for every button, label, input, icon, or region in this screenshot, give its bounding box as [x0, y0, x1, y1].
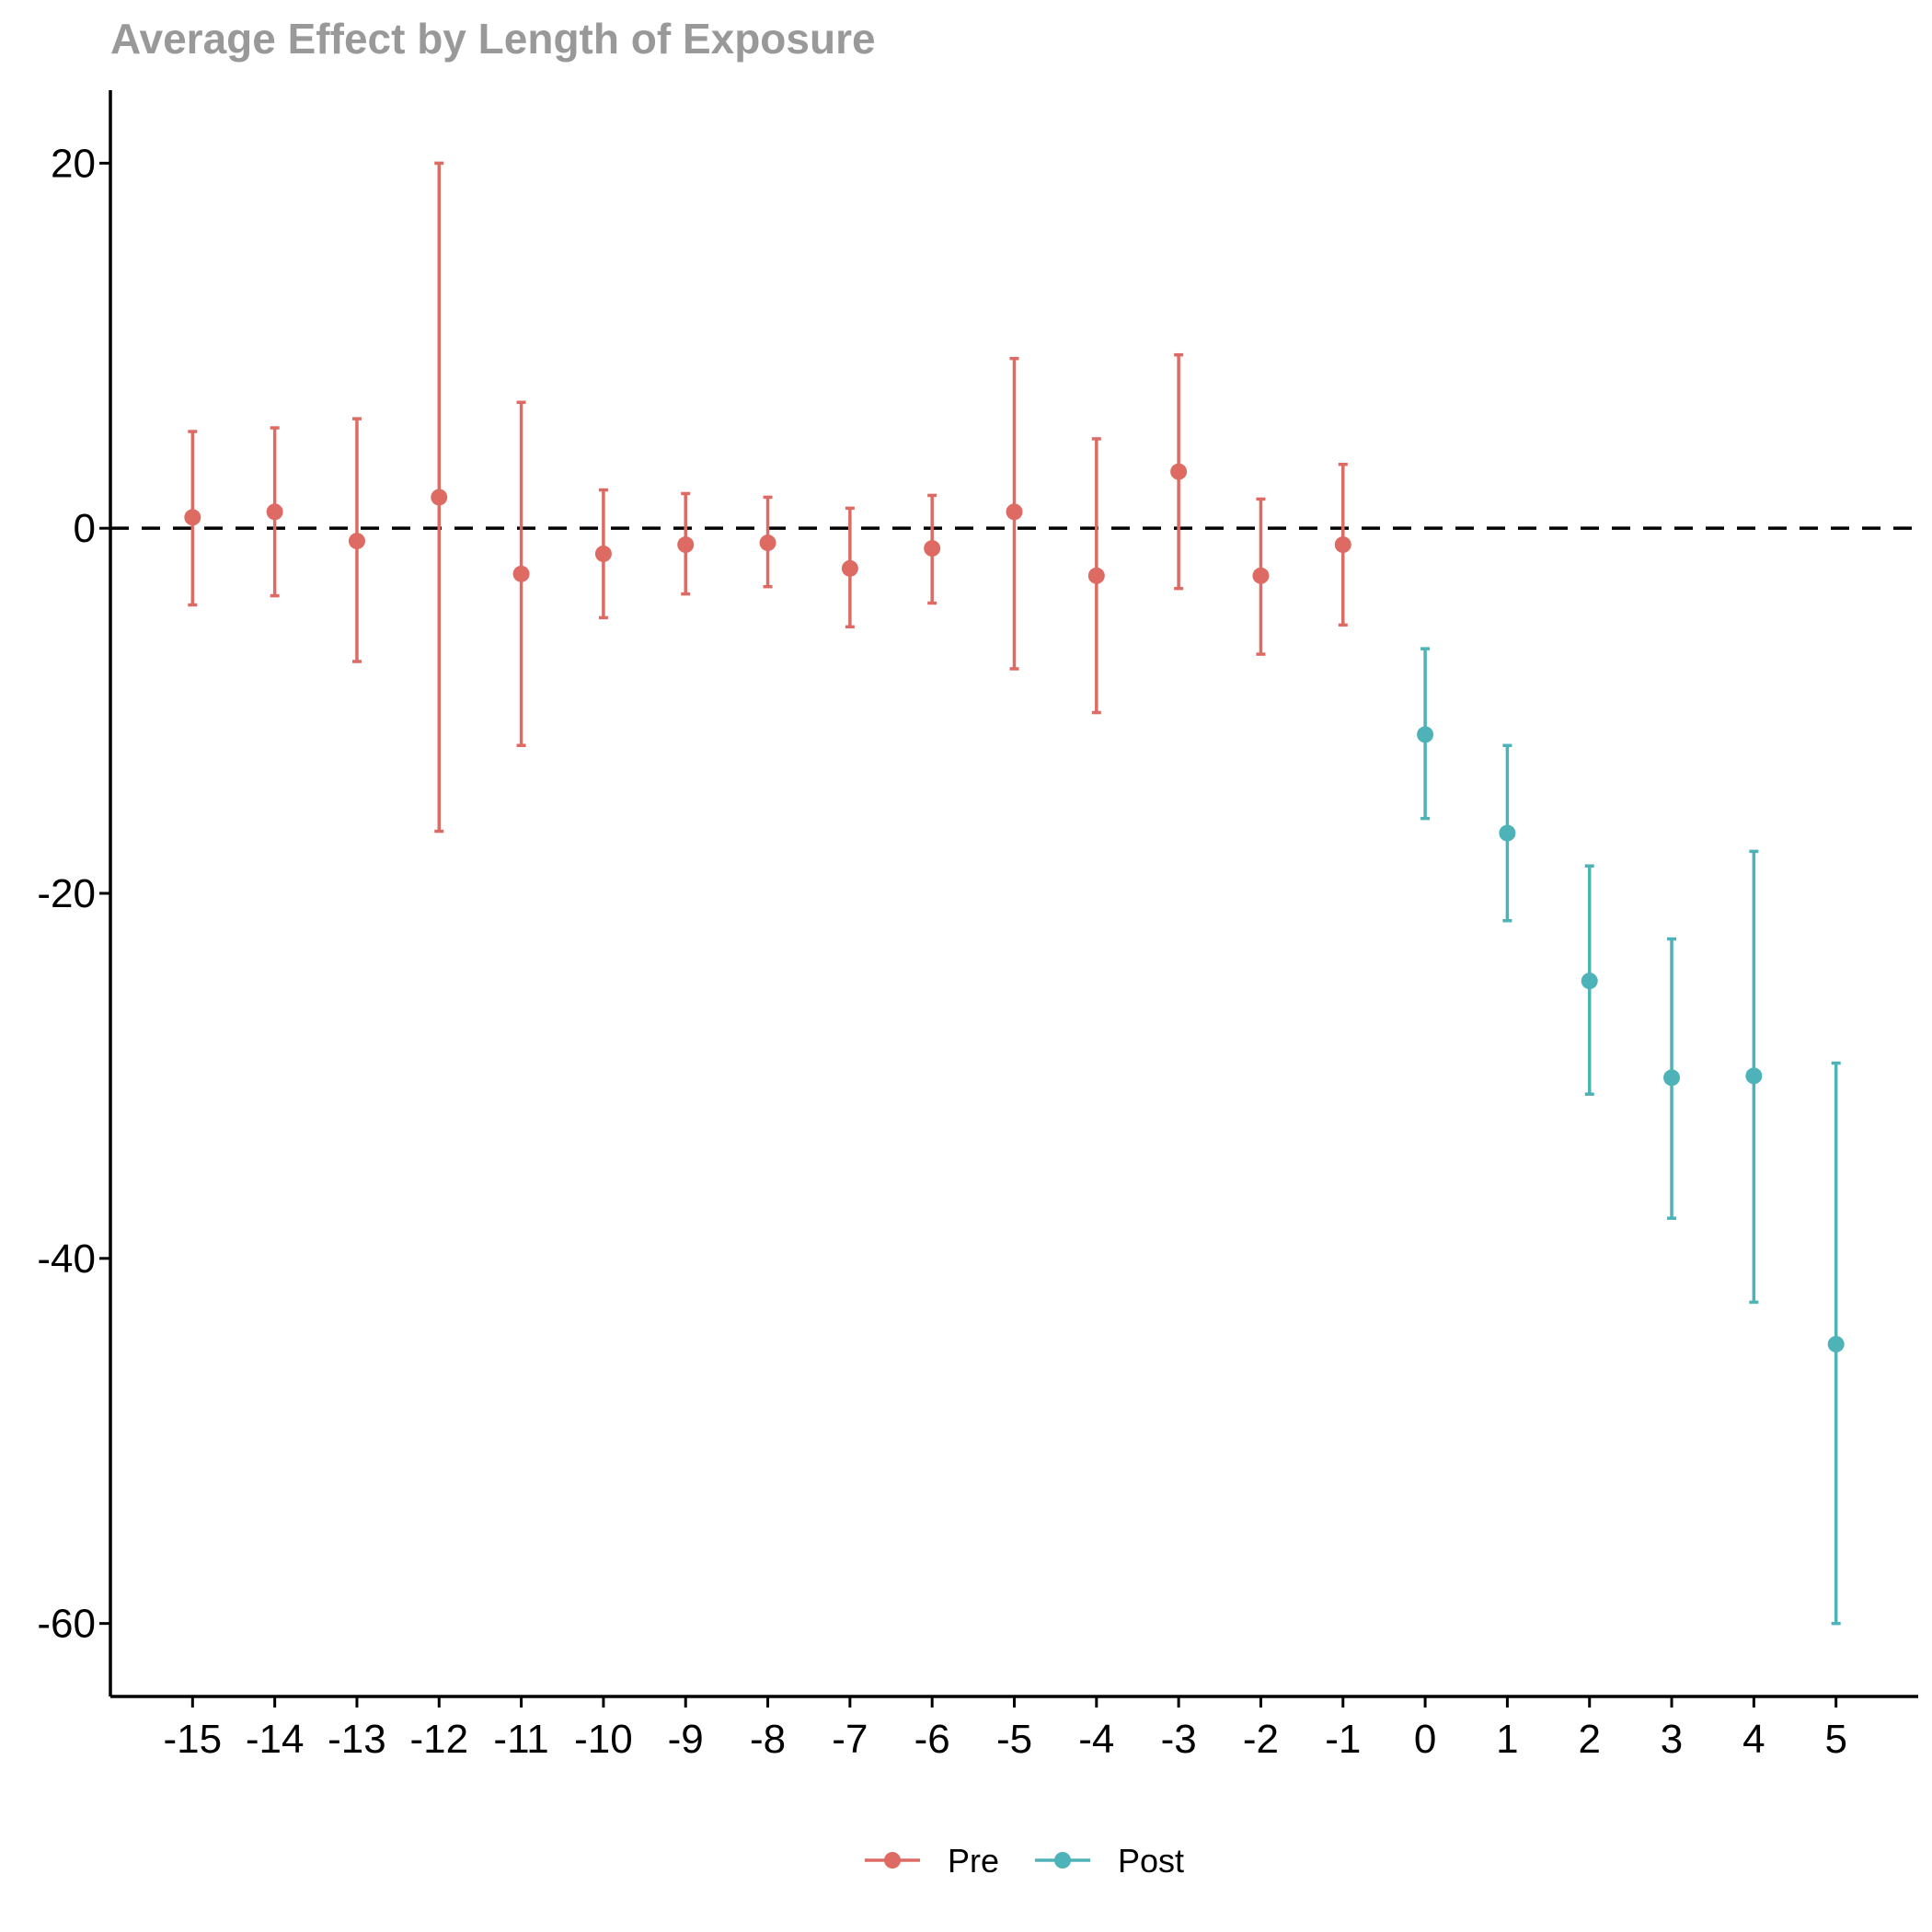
chart-title: Average Effect by Length of Exposure: [110, 15, 876, 63]
point-estimate: [348, 533, 365, 550]
y-tick-label: 20: [51, 141, 96, 186]
point-estimate: [1745, 1067, 1763, 1085]
legend-key-point: [884, 1852, 901, 1869]
legend: Pre Post: [865, 1842, 1184, 1880]
x-tick-label: 5: [1824, 1717, 1846, 1762]
x-tick-label: 0: [1414, 1717, 1436, 1762]
point-estimate: [677, 536, 695, 554]
point-estimate: [1663, 1069, 1681, 1087]
x-tick-label: -3: [1161, 1717, 1197, 1762]
x-tick-label: -5: [996, 1717, 1032, 1762]
y-tick-label: -60: [37, 1602, 96, 1647]
x-tick-label: -2: [1243, 1717, 1279, 1762]
legend-label: Pre: [948, 1842, 999, 1880]
legend-label: Post: [1118, 1842, 1184, 1880]
x-tick-label: -10: [574, 1717, 633, 1762]
x-tick-label: -6: [914, 1717, 950, 1762]
y-tick-label: -40: [37, 1236, 96, 1282]
x-tick-label: -9: [668, 1717, 704, 1762]
point-estimate: [1417, 726, 1434, 743]
point-estimate: [184, 509, 201, 526]
x-tick-label: -7: [832, 1717, 868, 1762]
point-estimate: [1499, 824, 1516, 842]
point-estimate: [841, 559, 858, 577]
point-estimate: [1252, 567, 1270, 584]
point-estimate: [594, 545, 612, 562]
x-tick-label: 2: [1578, 1717, 1600, 1762]
point-estimate: [1087, 567, 1105, 584]
y-tick-label: 0: [74, 506, 96, 551]
x-tick-label: -8: [750, 1717, 786, 1762]
x-tick-label: -11: [493, 1717, 548, 1762]
legend-key-point: [1054, 1852, 1071, 1869]
x-tick-label: 3: [1661, 1717, 1683, 1762]
point-estimate: [1334, 536, 1351, 554]
point-estimate: [512, 565, 530, 582]
x-tick-label: -15: [164, 1717, 223, 1762]
x-tick-label: -1: [1325, 1717, 1361, 1762]
point-estimate: [1170, 463, 1188, 480]
point-estimate: [266, 503, 283, 521]
x-tick-label: -14: [246, 1717, 305, 1762]
point-estimate: [759, 535, 776, 552]
axes: 200-20-40-60-15 -14 -13 -12 -11 -10 -9 -8 -7 -6 -5…: [37, 90, 1918, 1762]
point-estimate: [1581, 972, 1598, 990]
x-tick-label: 1: [1496, 1717, 1518, 1762]
x-tick-label: -4: [1078, 1717, 1114, 1762]
x-tick-label: -12: [409, 1717, 468, 1762]
point-estimate: [1006, 503, 1023, 521]
y-tick-label: -20: [37, 871, 96, 916]
point-estimate: [924, 540, 941, 558]
point-estimate: [1827, 1336, 1845, 1353]
point-estimate: [431, 489, 448, 506]
x-tick-label: -13: [328, 1717, 386, 1762]
data-marks: [184, 161, 1845, 1626]
x-tick-label: 4: [1742, 1717, 1765, 1762]
